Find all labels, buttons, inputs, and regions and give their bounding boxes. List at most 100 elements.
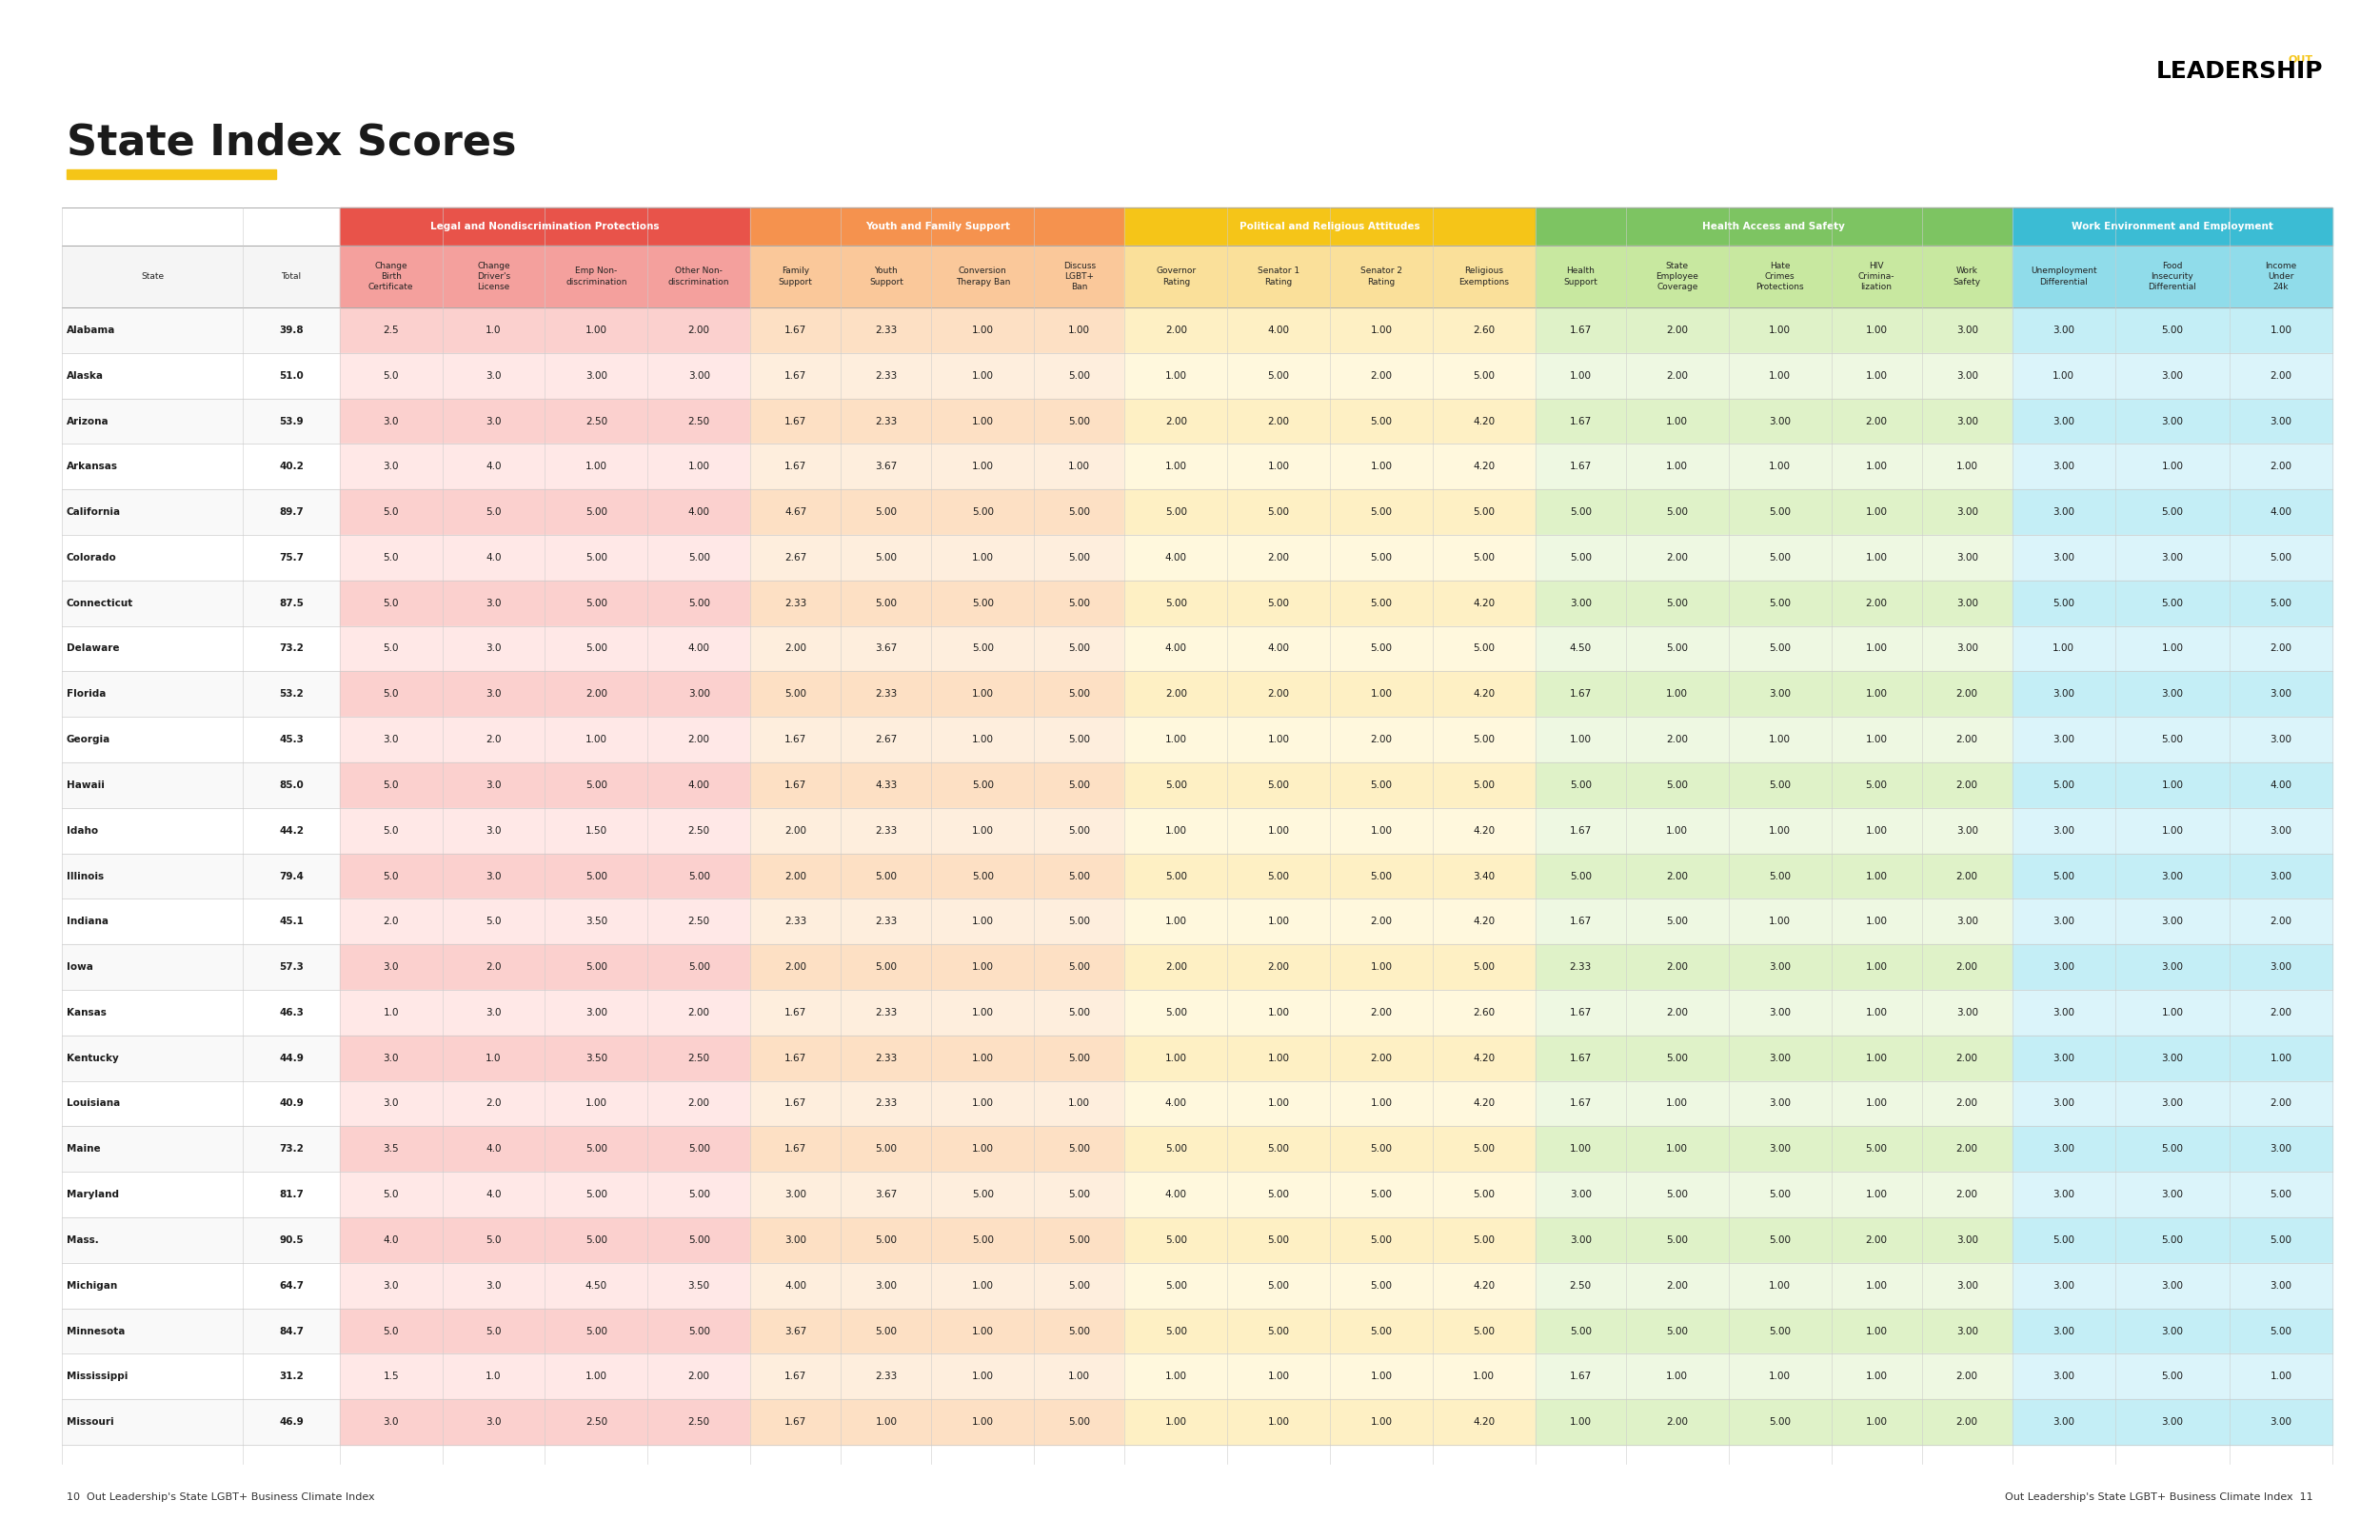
Bar: [750, 944, 840, 990]
Bar: [1433, 1035, 1535, 1081]
Text: 4.00: 4.00: [1166, 644, 1188, 653]
Text: 5.00: 5.00: [1768, 507, 1790, 517]
Bar: [647, 1309, 750, 1354]
Bar: [1330, 718, 1433, 762]
Bar: [62, 1309, 243, 1354]
Text: 3.00: 3.00: [2052, 1053, 2075, 1063]
Bar: [1728, 808, 1830, 853]
Text: 5.00: 5.00: [1866, 781, 1887, 790]
Text: 5.00: 5.00: [1371, 507, 1392, 517]
Text: Arizona: Arizona: [67, 416, 109, 427]
Bar: [1728, 944, 1830, 990]
Bar: [1830, 990, 1921, 1035]
Bar: [243, 1400, 340, 1445]
Text: 3.00: 3.00: [2052, 325, 2075, 334]
Bar: [2013, 490, 2116, 534]
Bar: [1728, 1035, 1830, 1081]
Text: 10  Out Leadership's State LGBT+ Business Climate Index: 10 Out Leadership's State LGBT+ Business…: [67, 1492, 374, 1502]
Bar: [1728, 581, 1830, 625]
Text: 5.00: 5.00: [1768, 1326, 1790, 1335]
Bar: [340, 1400, 443, 1445]
Bar: [62, 308, 243, 353]
Text: 5.00: 5.00: [1866, 1144, 1887, 1153]
Bar: [931, 1354, 1033, 1400]
Text: 3.00: 3.00: [2052, 1007, 2075, 1018]
Bar: [2013, 625, 2116, 671]
Bar: [1535, 399, 1626, 444]
Text: 3.0: 3.0: [486, 825, 502, 835]
Text: 1.00: 1.00: [971, 1326, 995, 1335]
Bar: [1728, 718, 1830, 762]
Bar: [1830, 1172, 1921, 1217]
Text: Delaware: Delaware: [67, 644, 119, 653]
Text: 3.00: 3.00: [2271, 962, 2292, 972]
Bar: [340, 534, 443, 581]
Bar: [62, 671, 243, 718]
Text: 2.00: 2.00: [688, 1007, 709, 1018]
Bar: [1126, 1354, 1228, 1400]
Text: 5.00: 5.00: [1166, 872, 1188, 881]
Text: 2.00: 2.00: [1666, 371, 1687, 380]
Text: 3.00: 3.00: [1768, 416, 1790, 427]
Bar: [931, 762, 1033, 808]
Bar: [750, 534, 840, 581]
Bar: [1921, 581, 2013, 625]
Bar: [2230, 1172, 2332, 1217]
Text: 5.00: 5.00: [688, 1235, 709, 1244]
Text: 5.00: 5.00: [1269, 1281, 1290, 1291]
Bar: [750, 1400, 840, 1445]
Bar: [243, 1126, 340, 1172]
Text: 5.00: 5.00: [1473, 1235, 1495, 1244]
Bar: [1033, 581, 1126, 625]
Bar: [2116, 853, 2230, 899]
Bar: [1535, 1309, 1626, 1354]
Bar: [2116, 444, 2230, 490]
Bar: [1330, 671, 1433, 718]
Text: 2.00: 2.00: [1666, 872, 1687, 881]
Bar: [1433, 490, 1535, 534]
Bar: [2013, 1172, 2116, 1217]
Text: Alabama: Alabama: [67, 325, 117, 334]
Bar: [243, 490, 340, 534]
Bar: [1830, 808, 1921, 853]
Bar: [931, 490, 1033, 534]
Bar: [1830, 581, 1921, 625]
Bar: [2230, 245, 2332, 308]
Text: 3.00: 3.00: [2161, 1417, 2182, 1428]
Bar: [1728, 245, 1830, 308]
Bar: [840, 308, 931, 353]
Bar: [1830, 444, 1921, 490]
Text: 4.20: 4.20: [1473, 416, 1495, 427]
Text: 3.00: 3.00: [1956, 1281, 1978, 1291]
Bar: [243, 581, 340, 625]
Bar: [1033, 944, 1126, 990]
Text: 2.00: 2.00: [1666, 325, 1687, 334]
Text: 3.0: 3.0: [383, 735, 400, 744]
Text: 1.00: 1.00: [971, 1100, 995, 1109]
Text: 5.0: 5.0: [383, 781, 400, 790]
Bar: [1626, 245, 1728, 308]
Text: 5.00: 5.00: [1166, 1235, 1188, 1244]
Bar: [840, 534, 931, 581]
Text: 4.0: 4.0: [486, 1190, 502, 1200]
Text: 2.00: 2.00: [1866, 1235, 1887, 1244]
Bar: [1126, 245, 1228, 308]
Bar: [1228, 1126, 1330, 1172]
Bar: [1535, 853, 1626, 899]
Bar: [1433, 353, 1535, 399]
Bar: [1228, 808, 1330, 853]
Bar: [545, 1309, 647, 1354]
Bar: [2116, 990, 2230, 1035]
Text: Conversion
Therapy Ban: Conversion Therapy Ban: [954, 266, 1009, 286]
Text: 5.00: 5.00: [1166, 781, 1188, 790]
Text: 3.0: 3.0: [486, 599, 502, 608]
Text: 4.00: 4.00: [1269, 325, 1290, 334]
Text: 2.00: 2.00: [1371, 735, 1392, 744]
Text: 5.00: 5.00: [1473, 1326, 1495, 1335]
Bar: [647, 245, 750, 308]
Bar: [647, 808, 750, 853]
Text: 3.00: 3.00: [1571, 1190, 1592, 1200]
Bar: [1033, 1172, 1126, 1217]
Text: Louisiana: Louisiana: [67, 1100, 119, 1109]
Bar: [443, 671, 545, 718]
